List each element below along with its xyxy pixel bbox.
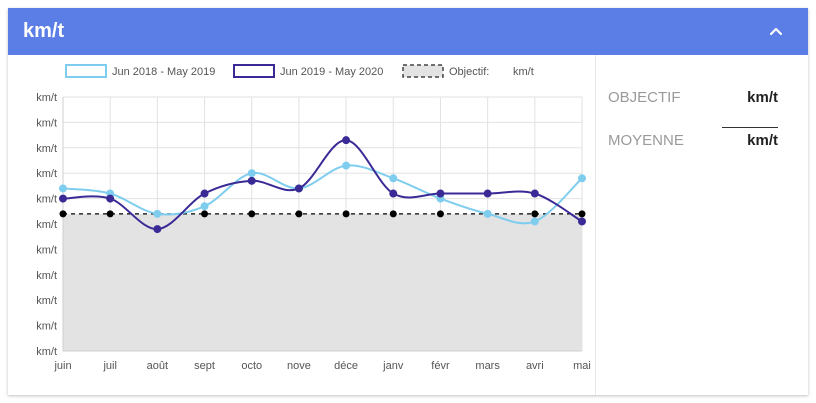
y-tick-label: km/t bbox=[36, 321, 57, 333]
target-point bbox=[295, 210, 303, 218]
y-tick-label: km/t bbox=[36, 295, 57, 307]
legend-label-series1[interactable]: Jun 2018 - May 2019 bbox=[112, 66, 215, 78]
chevron-up-icon[interactable] bbox=[764, 20, 788, 44]
series-1-point bbox=[59, 184, 67, 193]
y-tick-label: km/t bbox=[36, 168, 57, 180]
target-point bbox=[248, 210, 256, 218]
series-1-point bbox=[247, 169, 256, 178]
series-1-point bbox=[342, 161, 351, 170]
legend-swatch-series2[interactable] bbox=[233, 64, 275, 78]
x-tick-label: mai bbox=[573, 360, 591, 372]
target-point bbox=[59, 210, 67, 218]
legend-swatch-target[interactable] bbox=[402, 64, 444, 78]
card-title: km/t bbox=[23, 20, 65, 42]
y-tick-label: km/t bbox=[36, 92, 57, 104]
target-point bbox=[436, 210, 444, 218]
target-point bbox=[389, 210, 397, 218]
chart-area: Jun 2018 - May 2019 Jun 2019 - May 2020 … bbox=[8, 55, 595, 395]
moyenne-row: MOYENNE km/t bbox=[608, 127, 778, 156]
x-tick-label: sept bbox=[194, 360, 215, 372]
legend-swatch-series1[interactable] bbox=[65, 64, 107, 78]
objectif-value: km/t bbox=[747, 89, 778, 106]
series-1-point bbox=[483, 209, 492, 218]
series-2-point bbox=[389, 189, 398, 198]
y-tick-label: km/t bbox=[36, 194, 57, 206]
series-2-point bbox=[436, 189, 445, 198]
objectif-label: OBJECTIF bbox=[608, 89, 681, 106]
y-tick-label: km/t bbox=[36, 346, 57, 358]
series-1-point bbox=[200, 202, 209, 211]
x-tick-label: juin bbox=[53, 360, 71, 372]
legend-label-target[interactable]: Objectif: bbox=[449, 66, 489, 78]
x-tick-label: août bbox=[147, 360, 168, 372]
series-2-point bbox=[153, 225, 162, 234]
moyenne-label: MOYENNE bbox=[608, 132, 684, 149]
x-tick-label: janv bbox=[382, 360, 404, 372]
series-2-point bbox=[200, 189, 209, 198]
target-point bbox=[201, 210, 209, 218]
x-tick-label: avri bbox=[526, 360, 544, 372]
x-tick-label: févr bbox=[431, 360, 450, 372]
series-1-point bbox=[530, 217, 539, 226]
card-header: km/t bbox=[8, 8, 808, 55]
series-2-point bbox=[483, 189, 492, 198]
target-point bbox=[342, 210, 350, 218]
x-tick-label: juil bbox=[102, 360, 116, 372]
moyenne-divider bbox=[722, 127, 778, 128]
series-2-point bbox=[59, 194, 67, 203]
legend-label-series2[interactable]: Jun 2019 - May 2020 bbox=[280, 66, 383, 78]
plot-area: km/t km/t km/t km/t km/t km/t km/t km/t km/t km/t… bbox=[36, 92, 591, 372]
series-1-point bbox=[389, 174, 398, 183]
target-area bbox=[63, 213, 582, 351]
series-2-point bbox=[247, 176, 256, 185]
x-tick-label: mars bbox=[475, 360, 500, 372]
series-1-point bbox=[153, 209, 162, 218]
series-2-point bbox=[578, 217, 586, 226]
series-2-point bbox=[294, 184, 303, 193]
chart-legend: Jun 2018 - May 2019 Jun 2019 - May 2020 … bbox=[65, 64, 534, 78]
legend-target-unit: km/t bbox=[513, 66, 534, 78]
line-chart: Jun 2018 - May 2019 Jun 2019 - May 2020 … bbox=[36, 64, 591, 372]
x-tick-label: nove bbox=[287, 360, 311, 372]
chart-card: km/t Jun 2018 - May 2019 Jun 2019 - May … bbox=[8, 8, 808, 395]
moyenne-value: km/t bbox=[747, 132, 778, 149]
target-point bbox=[578, 210, 586, 218]
series-1-point bbox=[578, 174, 586, 183]
panel-divider bbox=[595, 55, 596, 395]
y-tick-label: km/t bbox=[36, 117, 57, 129]
objectif-row: OBJECTIF km/t bbox=[608, 89, 778, 113]
stats-panel: OBJECTIF km/t MOYENNE km/t bbox=[608, 55, 798, 395]
series-2-point bbox=[106, 194, 115, 203]
target-point bbox=[531, 210, 539, 218]
y-tick-label: km/t bbox=[36, 270, 57, 282]
series-2-point bbox=[530, 189, 539, 198]
y-tick-label: km/t bbox=[36, 219, 57, 231]
y-tick-label: km/t bbox=[36, 143, 57, 155]
y-tick-label: km/t bbox=[36, 244, 57, 256]
x-tick-label: déce bbox=[334, 360, 358, 372]
series-2-point bbox=[342, 136, 351, 145]
target-point bbox=[106, 210, 114, 218]
x-tick-label: octo bbox=[241, 360, 262, 372]
